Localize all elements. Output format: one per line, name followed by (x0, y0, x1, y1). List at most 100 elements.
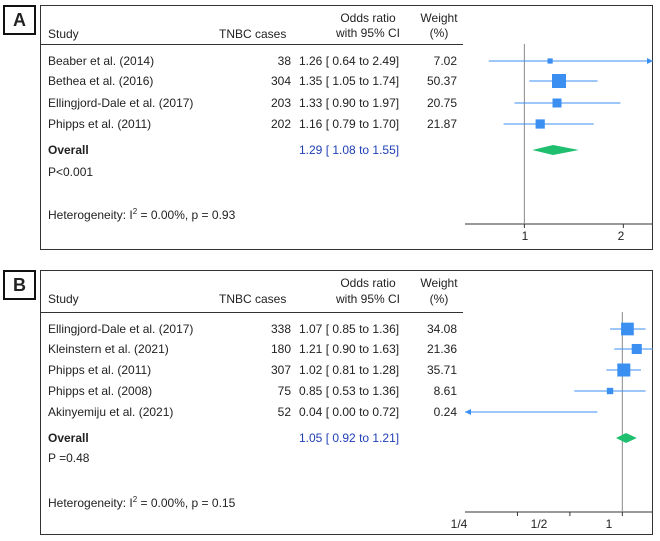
study-ci: 1.07 [ 0.85 to 1.36] (299, 322, 400, 336)
study-marker (621, 322, 634, 336)
overall-or: 1.05 (299, 431, 323, 445)
panel-b-label: B (3, 270, 36, 300)
study-cases: 75 (277, 384, 291, 398)
study-lo: 0.53 (332, 384, 356, 398)
x-tick-label: 2 (617, 229, 625, 243)
overall-label: Overall (48, 143, 89, 157)
weight-header-line1: Weight (420, 11, 458, 25)
study-name: Akinyemiju et al. (2021) (48, 405, 174, 419)
overall-ci: 1.29 [ 1.08 to 1.55] (299, 143, 400, 157)
study-cases: 38 (277, 54, 291, 68)
study-weight: 34.08 (426, 322, 457, 336)
study-name: Bethea et al. (2016) (48, 74, 154, 88)
x-tick-label: 1 (521, 229, 529, 243)
study-hi: 1.70 (372, 117, 396, 131)
or-header-line1: Odds ratio (340, 276, 396, 290)
header-rule (41, 44, 463, 45)
study-hi: 1.63 (372, 342, 396, 356)
overall-label: Overall (48, 431, 89, 445)
overall-ci: 1.05 [ 0.92 to 1.21] (299, 431, 400, 445)
study-weight: 7.02 (433, 54, 457, 68)
study-ci: 1.02 [ 0.81 to 1.28] (299, 363, 400, 377)
forest-plot-a: Odds ratio with 95% CI Weight (%) Study … (40, 5, 653, 250)
ci-arrow-right (647, 58, 653, 64)
study-hi: 1.74 (372, 74, 396, 88)
study-lo: 0.79 (332, 117, 356, 131)
study-marker (606, 387, 614, 395)
study-lo: 1.05 (332, 74, 356, 88)
x-tick-label: 1 (605, 517, 613, 531)
study-hi: 0.72 (372, 405, 396, 419)
study-weight: 35.71 (426, 363, 457, 377)
study-or: 1.35 (299, 74, 323, 88)
ci-arrow-left (465, 409, 471, 415)
study-hi: 2.49 (372, 54, 396, 68)
study-ci: 1.21 [ 0.90 to 1.63] (299, 342, 400, 356)
study-hi: 1.97 (372, 96, 396, 110)
study-ci: 1.26 [ 0.64 to 2.49] (299, 54, 400, 68)
study-name: Phipps et al. (2008) (48, 384, 153, 398)
weight-header-line2: (%) (429, 26, 449, 40)
study-header: Study (48, 292, 79, 306)
study-name: Ellingjord-Dale et al. (2017) (48, 322, 194, 336)
study-ci: 0.85 [ 0.53 to 1.36] (299, 384, 400, 398)
overall-or: 1.29 (299, 143, 323, 157)
study-header: Study (48, 27, 79, 41)
study-cases: 202 (270, 117, 291, 131)
cases-header: TNBC cases (219, 292, 287, 306)
weight-header-line2: (%) (429, 292, 449, 306)
or-header-line1: Odds ratio (340, 11, 396, 25)
x-tick-label: 1/4 (450, 517, 468, 531)
study-or: 0.04 (299, 405, 323, 419)
study-or: 1.26 (299, 54, 323, 68)
forest-plot-a-marks (465, 44, 653, 228)
study-weight: 8.61 (433, 384, 457, 398)
study-weight: 21.36 (426, 342, 457, 356)
overall-hi: 1.55 (372, 143, 396, 157)
study-or: 1.07 (299, 322, 323, 336)
study-marker (547, 58, 553, 64)
cases-header: TNBC cases (219, 27, 287, 41)
study-or: 1.33 (299, 96, 323, 110)
study-ci: 1.33 [ 0.90 to 1.97] (299, 96, 400, 110)
study-cases: 52 (277, 405, 291, 419)
heterogeneity: Heterogeneity: I2 = 0.00%, p = 0.93 (48, 207, 236, 222)
study-name: Kleinstern et al. (2021) (48, 342, 169, 356)
forest-plot-b: Odds ratio with 95% CI Weight (%) Study … (40, 270, 653, 535)
study-hi: 1.28 (372, 363, 396, 377)
study-ci: 1.16 [ 0.79 to 1.70] (299, 117, 400, 131)
x-tick-label: 1/2 (530, 517, 548, 531)
overall-diamond (532, 145, 579, 155)
study-lo: 0.90 (332, 96, 356, 110)
p-value: P =0.48 (48, 451, 90, 465)
study-weight: 50.37 (426, 74, 457, 88)
study-cases: 304 (270, 74, 291, 88)
panel-a-label: A (3, 5, 36, 35)
study-hi: 1.36 (372, 322, 396, 336)
study-name: Ellingjord-Dale et al. (2017) (48, 96, 194, 110)
overall-hi: 1.21 (372, 431, 396, 445)
study-or: 1.16 (299, 117, 323, 131)
weight-header-line1: Weight (420, 276, 458, 290)
study-cases: 203 (270, 96, 291, 110)
study-cases: 338 (270, 322, 291, 336)
study-lo: 0.64 (332, 54, 356, 68)
overall-lo: 1.08 (332, 143, 356, 157)
study-lo: 0.81 (332, 363, 356, 377)
study-or: 1.02 (299, 363, 323, 377)
study-weight: 20.75 (426, 96, 457, 110)
study-marker (552, 74, 566, 88)
study-marker (552, 98, 562, 108)
study-lo: 0.90 (332, 342, 356, 356)
study-lo: 0.85 (332, 322, 356, 336)
overall-diamond (616, 433, 637, 443)
study-name: Phipps et al. (2011) (48, 363, 152, 377)
study-lo: 0.00 (332, 405, 356, 419)
study-cases: 180 (270, 342, 291, 356)
study-or: 0.85 (299, 384, 323, 398)
study-name: Phipps et al. (2011) (48, 117, 152, 131)
study-or: 1.21 (299, 342, 323, 356)
header-rule (41, 312, 463, 313)
heterogeneity: Heterogeneity: I2 = 0.00%, p = 0.15 (48, 495, 236, 510)
study-marker (631, 343, 642, 355)
